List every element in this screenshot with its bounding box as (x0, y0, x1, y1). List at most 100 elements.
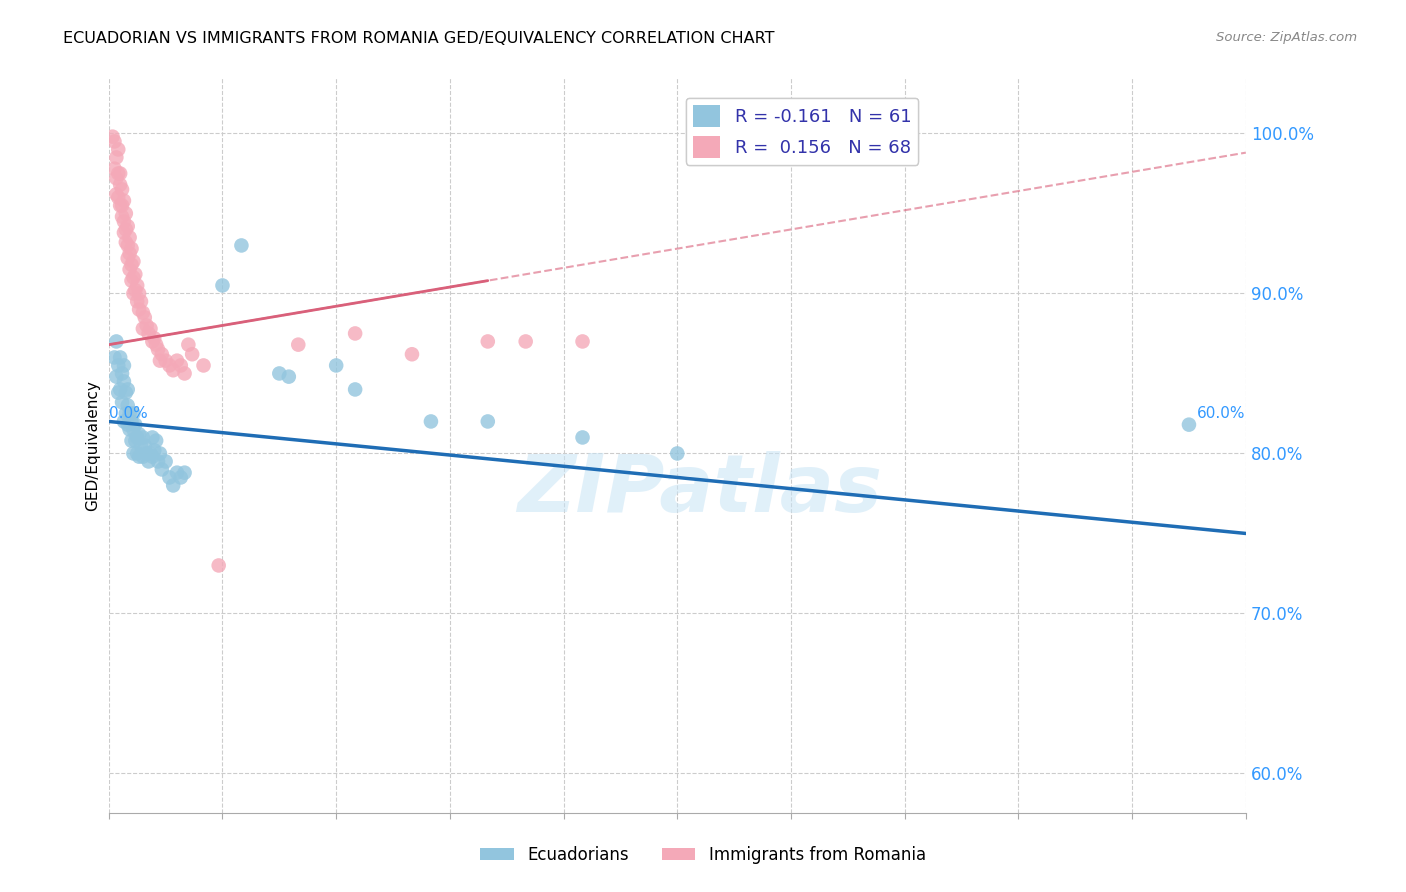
Point (139, 446, 162, 460)
Point (107, 385, 129, 400)
Point (112, 214, 135, 228)
Point (112, 375, 135, 389)
Point (127, 430, 149, 444)
Point (135, 318, 157, 333)
Point (132, 430, 155, 444)
Point (111, 395, 134, 409)
Point (117, 399, 139, 413)
Point (571, 334, 593, 349)
Point (155, 454, 177, 468)
Point (173, 466, 195, 480)
Point (103, 161, 125, 176)
Point (107, 143, 129, 157)
Point (208, 558, 231, 573)
Point (112, 194, 135, 208)
Point (108, 351, 131, 365)
Point (103, 135, 125, 149)
Point (134, 310, 156, 325)
Point (166, 466, 188, 480)
Point (325, 359, 347, 373)
Point (128, 286, 150, 301)
Point (128, 450, 150, 464)
Point (122, 407, 145, 421)
Point (146, 343, 169, 357)
Point (135, 446, 157, 460)
Point (117, 383, 139, 397)
Point (118, 246, 141, 260)
Point (157, 359, 180, 373)
Point (122, 422, 145, 436)
Point (124, 267, 146, 281)
Point (108, 383, 131, 397)
Point (138, 326, 160, 341)
Point (105, 369, 128, 384)
Point (124, 417, 146, 432)
Point (128, 427, 150, 442)
Text: ZIPatlas: ZIPatlas (517, 450, 883, 529)
Point (114, 385, 136, 400)
Point (515, 334, 537, 349)
Point (124, 434, 146, 448)
Legend: R = -0.161   N = 61, R =  0.156   N = 68: R = -0.161 N = 61, R = 0.156 N = 68 (686, 97, 918, 165)
Point (149, 446, 172, 460)
Point (1178, 417, 1201, 432)
Point (141, 334, 163, 349)
Point (121, 258, 143, 272)
Point (121, 274, 143, 288)
Point (155, 353, 177, 368)
Point (111, 367, 134, 381)
Point (477, 414, 499, 428)
Point (162, 478, 184, 492)
Point (121, 434, 143, 448)
Point (112, 414, 135, 428)
Point (121, 414, 143, 428)
Point (122, 286, 145, 301)
Point (571, 430, 593, 444)
Point (112, 226, 135, 240)
Point (114, 206, 136, 220)
Point (132, 321, 155, 335)
Point (107, 190, 129, 204)
Point (134, 438, 156, 452)
Point (117, 238, 139, 252)
Point (122, 270, 145, 285)
Point (666, 446, 689, 460)
Point (111, 198, 134, 212)
Y-axis label: GED/Equivalency: GED/Equivalency (86, 380, 100, 511)
Point (231, 238, 253, 252)
Point (132, 306, 155, 320)
Point (114, 407, 136, 421)
Point (111, 182, 134, 196)
Point (177, 337, 200, 351)
Point (117, 252, 139, 266)
Point (118, 407, 141, 421)
Point (118, 262, 141, 277)
Point (166, 353, 188, 368)
Point (118, 422, 141, 436)
Point (105, 151, 128, 165)
Point (103, 351, 125, 365)
Point (107, 166, 129, 180)
Point (143, 331, 166, 345)
Point (111, 210, 134, 224)
Point (112, 359, 135, 373)
Point (122, 254, 145, 268)
Point (117, 417, 139, 432)
Point (114, 235, 136, 250)
Point (118, 230, 141, 244)
Point (145, 434, 167, 448)
Point (127, 446, 149, 460)
Point (477, 334, 499, 349)
Text: ECUADORIAN VS IMMIGRANTS FROM ROMANIA GED/EQUIVALENCY CORRELATION CHART: ECUADORIAN VS IMMIGRANTS FROM ROMANIA GE… (63, 31, 775, 46)
Point (108, 198, 131, 212)
Point (141, 450, 163, 464)
Point (132, 450, 155, 464)
Point (107, 359, 129, 373)
Point (139, 321, 162, 335)
Point (127, 278, 149, 293)
Point (173, 367, 195, 381)
Point (211, 278, 233, 293)
Point (150, 462, 173, 476)
Point (122, 446, 145, 460)
Point (143, 443, 166, 458)
